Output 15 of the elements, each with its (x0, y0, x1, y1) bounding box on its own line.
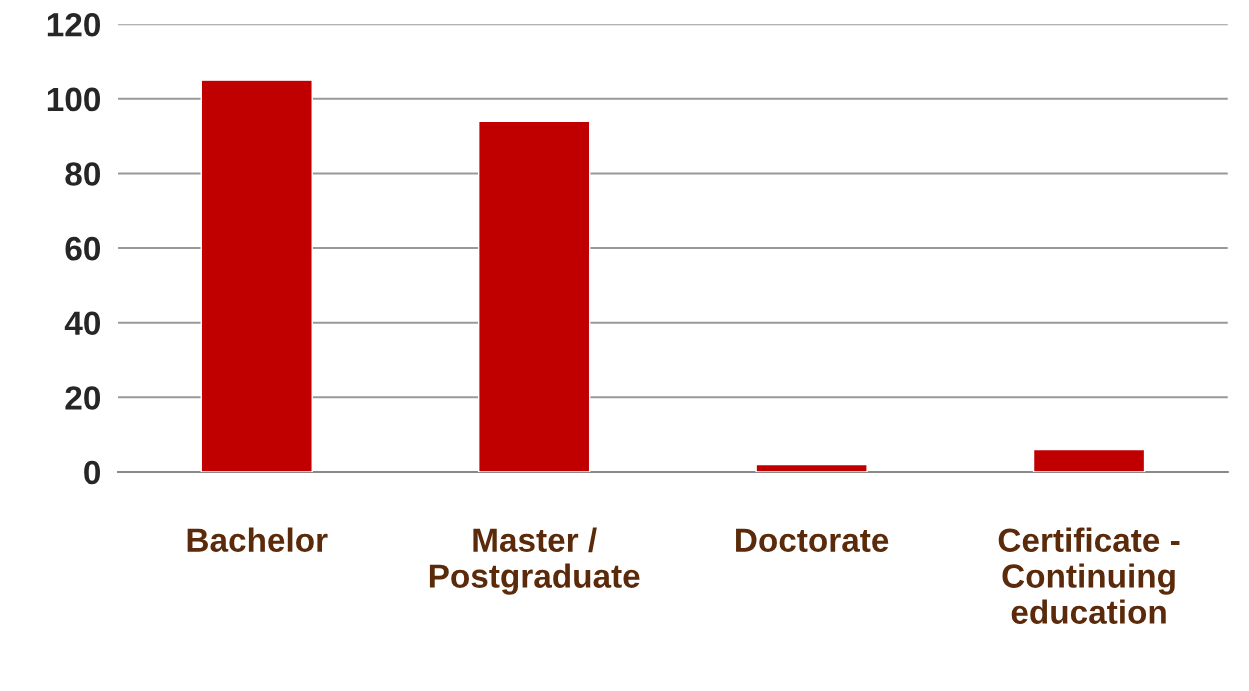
y-tick-label: 120 (47, 12, 100, 37)
bar (755, 463, 868, 472)
x-tick-label: Doctorate (736, 528, 889, 552)
x-tick-label: Certificate - Continuing education (998, 527, 1180, 624)
bar (200, 79, 313, 472)
bar (477, 120, 591, 472)
y-tick-label: 100 (47, 87, 100, 112)
x-tick-label: Master / Postgraduate (429, 527, 640, 595)
bar (1032, 448, 1146, 472)
y-tick-label: 60 (65, 236, 100, 261)
y-tick-label: 80 (65, 162, 100, 186)
y-tick-label: 20 (65, 386, 100, 410)
y-tick-label: 0 (84, 460, 100, 485)
y-tick-label: 40 (64, 311, 100, 336)
x-tick-label: Bachelor (187, 527, 328, 552)
